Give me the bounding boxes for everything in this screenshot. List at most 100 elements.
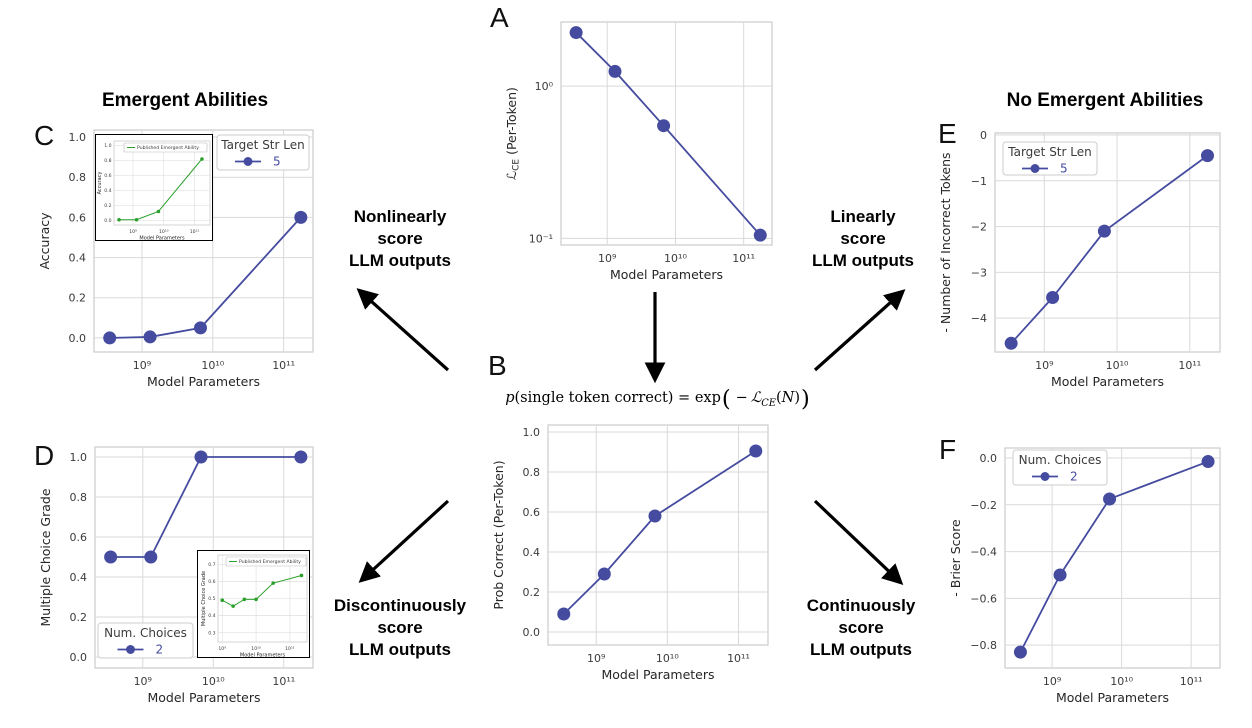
annotation-continuously-score: Continuously score LLM outputs [806, 596, 916, 659]
panel-label-e: E [938, 118, 957, 149]
panel-label-f: F [939, 434, 957, 465]
svg-text:0.2: 0.2 [69, 292, 87, 305]
svg-text:Model Parameters: Model Parameters [610, 267, 723, 282]
panel-label-a: A [490, 2, 509, 33]
svg-text:0.4: 0.4 [69, 252, 87, 265]
svg-text:- Brier Score: - Brier Score [948, 519, 963, 597]
equation-minus: − [735, 390, 748, 407]
svg-text:0.4: 0.4 [523, 546, 541, 559]
svg-text:- Number of Incorrect Tokens: - Number of Incorrect Tokens [938, 152, 953, 332]
svg-text:10¹⁰: 10¹⁰ [664, 252, 687, 265]
svg-text:ℒCE (Per-Token): ℒCE (Per-Token) [504, 87, 522, 180]
equation-n: N [781, 390, 795, 407]
equation-p: p [505, 390, 515, 407]
arrow-to-panel-e [813, 289, 906, 372]
svg-text:5: 5 [1060, 162, 1068, 176]
equation-loss-subscript: CE [761, 398, 776, 410]
svg-text:Prob Correct (Per-Token): Prob Correct (Per-Token) [491, 460, 506, 609]
equation-open-paren: ( [721, 386, 731, 412]
svg-text:0.4: 0.4 [104, 188, 111, 194]
svg-text:10⁹: 10⁹ [134, 675, 152, 688]
panel-f-plot: 10⁹ 10¹⁰ 10¹¹ 0.0 −0.2 −0.4 −0.6 −0.8 Model Para… [948, 447, 1221, 705]
svg-text:10¹¹: 10¹¹ [190, 229, 200, 235]
svg-text:−0.6: −0.6 [970, 592, 997, 605]
svg-text:10⁹: 10⁹ [218, 646, 226, 652]
annotation-discontinuously-score: Discontinuously score LLM outputs [333, 596, 467, 659]
svg-text:Target Str Len: Target Str Len [1007, 145, 1091, 159]
svg-text:0.4: 0.4 [208, 613, 215, 619]
svg-text:0.4: 0.4 [70, 571, 88, 584]
svg-text:Model Parameters: Model Parameters [139, 236, 185, 242]
svg-text:−2: −2 [971, 221, 987, 234]
panel-d-inset-plot: 10⁹ 10¹⁰ 10¹¹ 0.3 0.4 0.5 0.6 0.7 Model Paramete… [201, 554, 308, 659]
svg-text:−0.2: −0.2 [970, 499, 997, 512]
svg-text:0.8: 0.8 [523, 466, 541, 479]
svg-text:10¹⁰: 10¹⁰ [251, 646, 261, 652]
svg-text:0: 0 [980, 129, 987, 142]
equation-lhs: (single token correct) [514, 390, 674, 407]
svg-text:−3: −3 [971, 266, 987, 279]
svg-text:10¹¹: 10¹¹ [1178, 359, 1201, 372]
svg-text:0.6: 0.6 [104, 173, 111, 179]
svg-text:1.0: 1.0 [523, 426, 541, 439]
svg-text:10⁹: 10⁹ [133, 359, 151, 372]
svg-text:10¹⁰: 10¹⁰ [202, 675, 225, 688]
svg-text:10⁰: 10⁰ [535, 80, 554, 93]
svg-text:0.0: 0.0 [104, 218, 111, 224]
svg-text:0.6: 0.6 [69, 211, 87, 224]
right-column-title: No Emergent Abilities [1006, 90, 1204, 111]
equation-close-paren: ) [801, 386, 810, 412]
svg-text:0.5: 0.5 [208, 596, 215, 602]
panel-label-d: D [34, 440, 55, 471]
svg-text:2: 2 [1070, 470, 1078, 484]
svg-text:−0.4: −0.4 [970, 546, 997, 559]
svg-text:0.2: 0.2 [523, 586, 541, 599]
svg-text:10⁹: 10⁹ [598, 252, 616, 265]
svg-text:10¹⁰: 10¹⁰ [656, 652, 679, 665]
svg-text:Num. Choices: Num. Choices [104, 626, 187, 640]
equation-arg-open: ( [775, 390, 782, 407]
svg-text:1.0: 1.0 [104, 143, 111, 149]
svg-text:10¹¹: 10¹¹ [1180, 675, 1203, 688]
svg-text:10⁹: 10⁹ [129, 229, 137, 235]
panel-c-inset-plot: 10⁹ 10¹⁰ 10¹¹ 0.0 0.2 0.4 0.6 0.8 1.0 Model Param… [97, 140, 211, 242]
annotation-linearly-score: Linearly score LLM outputs [812, 207, 914, 270]
svg-text:0.7: 0.7 [208, 562, 215, 568]
svg-text:0.6: 0.6 [523, 506, 541, 519]
equation-rel: = exp [673, 390, 721, 407]
equation-arg-close: ) [794, 390, 801, 407]
svg-text:Accuracy: Accuracy [37, 212, 52, 270]
svg-text:0.8: 0.8 [104, 158, 111, 164]
svg-text:Num. Choices: Num. Choices [1019, 453, 1102, 467]
arrow-to-panel-d [358, 499, 450, 583]
svg-text:10¹¹: 10¹¹ [285, 646, 295, 652]
svg-text:10¹⁰: 10¹⁰ [159, 229, 169, 235]
svg-text:0.0: 0.0 [980, 452, 998, 465]
left-column-title: Emergent Abilities [101, 90, 269, 111]
panel-b-plot: 10⁹ 10¹⁰ 10¹¹ 0.0 0.2 0.4 0.6 0.8 1.0 Model Param… [491, 424, 769, 682]
panel-d-inset: 10⁹ 10¹⁰ 10¹¹ 0.3 0.4 0.5 0.6 0.7 Model Paramete… [197, 550, 310, 659]
svg-text:10¹⁰: 10¹⁰ [1110, 675, 1133, 688]
svg-text:Published Emergent Ability: Published Emergent Ability [137, 145, 199, 151]
equation-loss-symbol: ℒ [750, 390, 762, 407]
svg-text:10¹¹: 10¹¹ [732, 252, 755, 265]
panel-c-inset: 10⁹ 10¹⁰ 10¹¹ 0.0 0.2 0.4 0.6 0.8 1.0 Model Param… [95, 134, 213, 242]
svg-text:1.0: 1.0 [70, 451, 88, 464]
svg-text:10¹¹: 10¹¹ [727, 652, 750, 665]
svg-text:0.8: 0.8 [69, 171, 87, 184]
svg-text:10⁻¹: 10⁻¹ [529, 232, 553, 245]
svg-text:Published Emergent Ability: Published Emergent Ability [239, 559, 301, 565]
svg-text:0.8: 0.8 [70, 491, 88, 504]
annotation-nonlinearly-score: Nonlinearly score LLM outputs [349, 207, 451, 270]
panel-label-c: C [34, 120, 55, 151]
svg-text:10¹⁰: 10¹⁰ [201, 359, 224, 372]
svg-text:10⁹: 10⁹ [587, 652, 605, 665]
panel-a-plot: 10⁹ 10¹⁰ 10¹¹ 10⁰ 10⁻¹ Model Parameters ℒCE (P… [504, 21, 773, 282]
svg-text:−4: −4 [971, 312, 987, 325]
panel-label-b: B [488, 350, 507, 381]
svg-text:Target Str Len: Target Str Len [220, 138, 304, 152]
svg-text:Model Parameters: Model Parameters [601, 667, 714, 682]
svg-text:10¹¹: 10¹¹ [272, 675, 295, 688]
svg-text:0.2: 0.2 [104, 203, 111, 209]
